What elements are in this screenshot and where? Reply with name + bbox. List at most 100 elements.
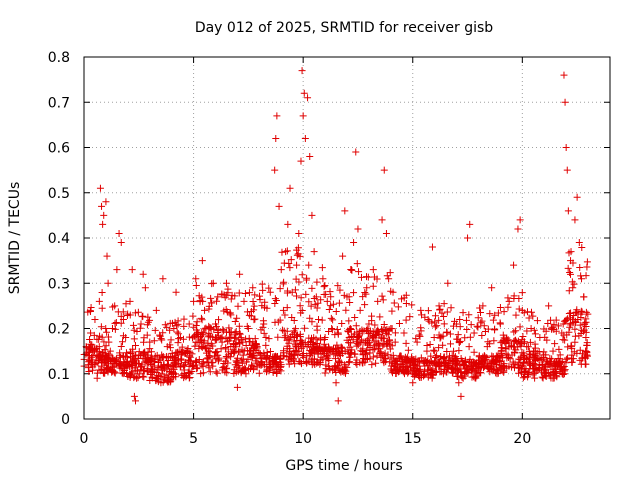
srmtid-point	[116, 351, 124, 359]
data-points	[80, 67, 592, 405]
srmtid-point	[368, 312, 376, 320]
srmtid-point	[101, 358, 109, 366]
srmtid-point	[273, 353, 281, 361]
srmtid-point	[294, 351, 302, 359]
srmtid-point	[565, 328, 573, 336]
srmtid-point	[172, 373, 180, 381]
srmtid-point	[325, 305, 333, 313]
srmtid-point	[400, 329, 408, 337]
srmtid-point	[453, 372, 461, 380]
srmtid-point	[417, 324, 425, 332]
srmtid-point	[283, 304, 291, 312]
srmtid-point	[443, 329, 451, 337]
srmtid-point	[96, 332, 104, 340]
srmtid-point	[556, 351, 564, 359]
srmtid-point	[508, 363, 516, 371]
srmtid-point	[510, 261, 518, 269]
srmtid-point	[132, 367, 140, 375]
srmtid-point	[235, 362, 243, 370]
srmtid-point	[516, 323, 524, 331]
srmtid-point	[192, 357, 200, 365]
srmtid-point	[488, 364, 496, 372]
srmtid-point	[520, 352, 528, 360]
srmtid-point	[283, 342, 291, 350]
srmtid-point	[578, 243, 586, 251]
srmtid-point	[576, 356, 584, 364]
srmtid-point	[577, 360, 585, 368]
x-tick-label: 0	[80, 431, 89, 447]
srmtid-point	[283, 289, 291, 297]
srmtid-point	[391, 329, 399, 337]
srmtid-point	[380, 340, 388, 348]
srmtid-point	[549, 347, 557, 355]
srmtid-point	[320, 283, 328, 291]
srmtid-point	[388, 307, 396, 315]
srmtid-point	[98, 288, 106, 296]
srmtid-point	[521, 373, 529, 381]
srmtid-point	[558, 329, 566, 337]
srmtid-point	[322, 290, 330, 298]
srmtid-point	[295, 229, 303, 237]
srmtid-point	[409, 359, 417, 367]
srmtid-point	[213, 336, 221, 344]
srmtid-point	[502, 334, 510, 342]
srmtid-point	[380, 359, 388, 367]
srmtid-point	[233, 383, 241, 391]
y-tick-label: 0.8	[48, 50, 70, 66]
srmtid-point	[257, 326, 265, 334]
srmtid-point	[135, 360, 143, 368]
srmtid-point	[512, 327, 520, 335]
srmtid-point	[583, 349, 591, 357]
srmtid-point	[343, 293, 351, 301]
srmtid-point	[96, 184, 104, 192]
srmtid-point	[450, 347, 458, 355]
srmtid-point	[214, 293, 222, 301]
srmtid-point	[394, 303, 402, 311]
srmtid-point	[486, 310, 494, 318]
srmtid-point	[356, 327, 364, 335]
srmtid-point	[345, 317, 353, 325]
srmtid-point	[514, 225, 522, 233]
srmtid-point	[234, 348, 242, 356]
srmtid-point	[131, 309, 139, 317]
srmtid-point	[327, 314, 335, 322]
srmtid-point	[213, 369, 221, 377]
srmtid-point	[215, 354, 223, 362]
srmtid-point	[379, 296, 387, 304]
srmtid-point	[218, 338, 226, 346]
srmtid-point	[250, 316, 258, 324]
srmtid-point	[582, 347, 590, 355]
srmtid-point	[262, 341, 270, 349]
srmtid-point	[329, 300, 337, 308]
srmtid-point	[218, 290, 226, 298]
srmtid-point	[475, 352, 483, 360]
srmtid-point	[372, 337, 380, 345]
srmtid-point	[263, 367, 271, 375]
srmtid-point	[549, 365, 557, 373]
srmtid-point	[171, 318, 179, 326]
srmtid-point	[571, 325, 579, 333]
srmtid-point	[571, 216, 579, 224]
srmtid-point	[561, 98, 569, 106]
srmtid-point	[294, 244, 302, 252]
srmtid-point	[89, 366, 97, 374]
srmtid-point	[431, 318, 439, 326]
srmtid-point	[525, 369, 533, 377]
srmtid-point	[230, 349, 238, 357]
srmtid-point	[140, 350, 148, 358]
srmtid-point	[131, 373, 139, 381]
srmtid-point	[261, 352, 269, 360]
y-tick-label: 0.2	[48, 322, 70, 338]
srmtid-point	[482, 355, 490, 363]
srmtid-point	[117, 239, 125, 247]
srmtid-point	[204, 358, 212, 366]
srmtid-point	[501, 338, 509, 346]
srmtid-point	[84, 361, 92, 369]
srmtid-point	[122, 300, 130, 308]
srmtid-point	[566, 268, 574, 276]
srmtid-point	[430, 346, 438, 354]
srmtid-point	[376, 313, 384, 321]
srmtid-point	[108, 325, 116, 332]
srmtid-point	[488, 284, 496, 292]
srmtid-point	[305, 261, 313, 269]
